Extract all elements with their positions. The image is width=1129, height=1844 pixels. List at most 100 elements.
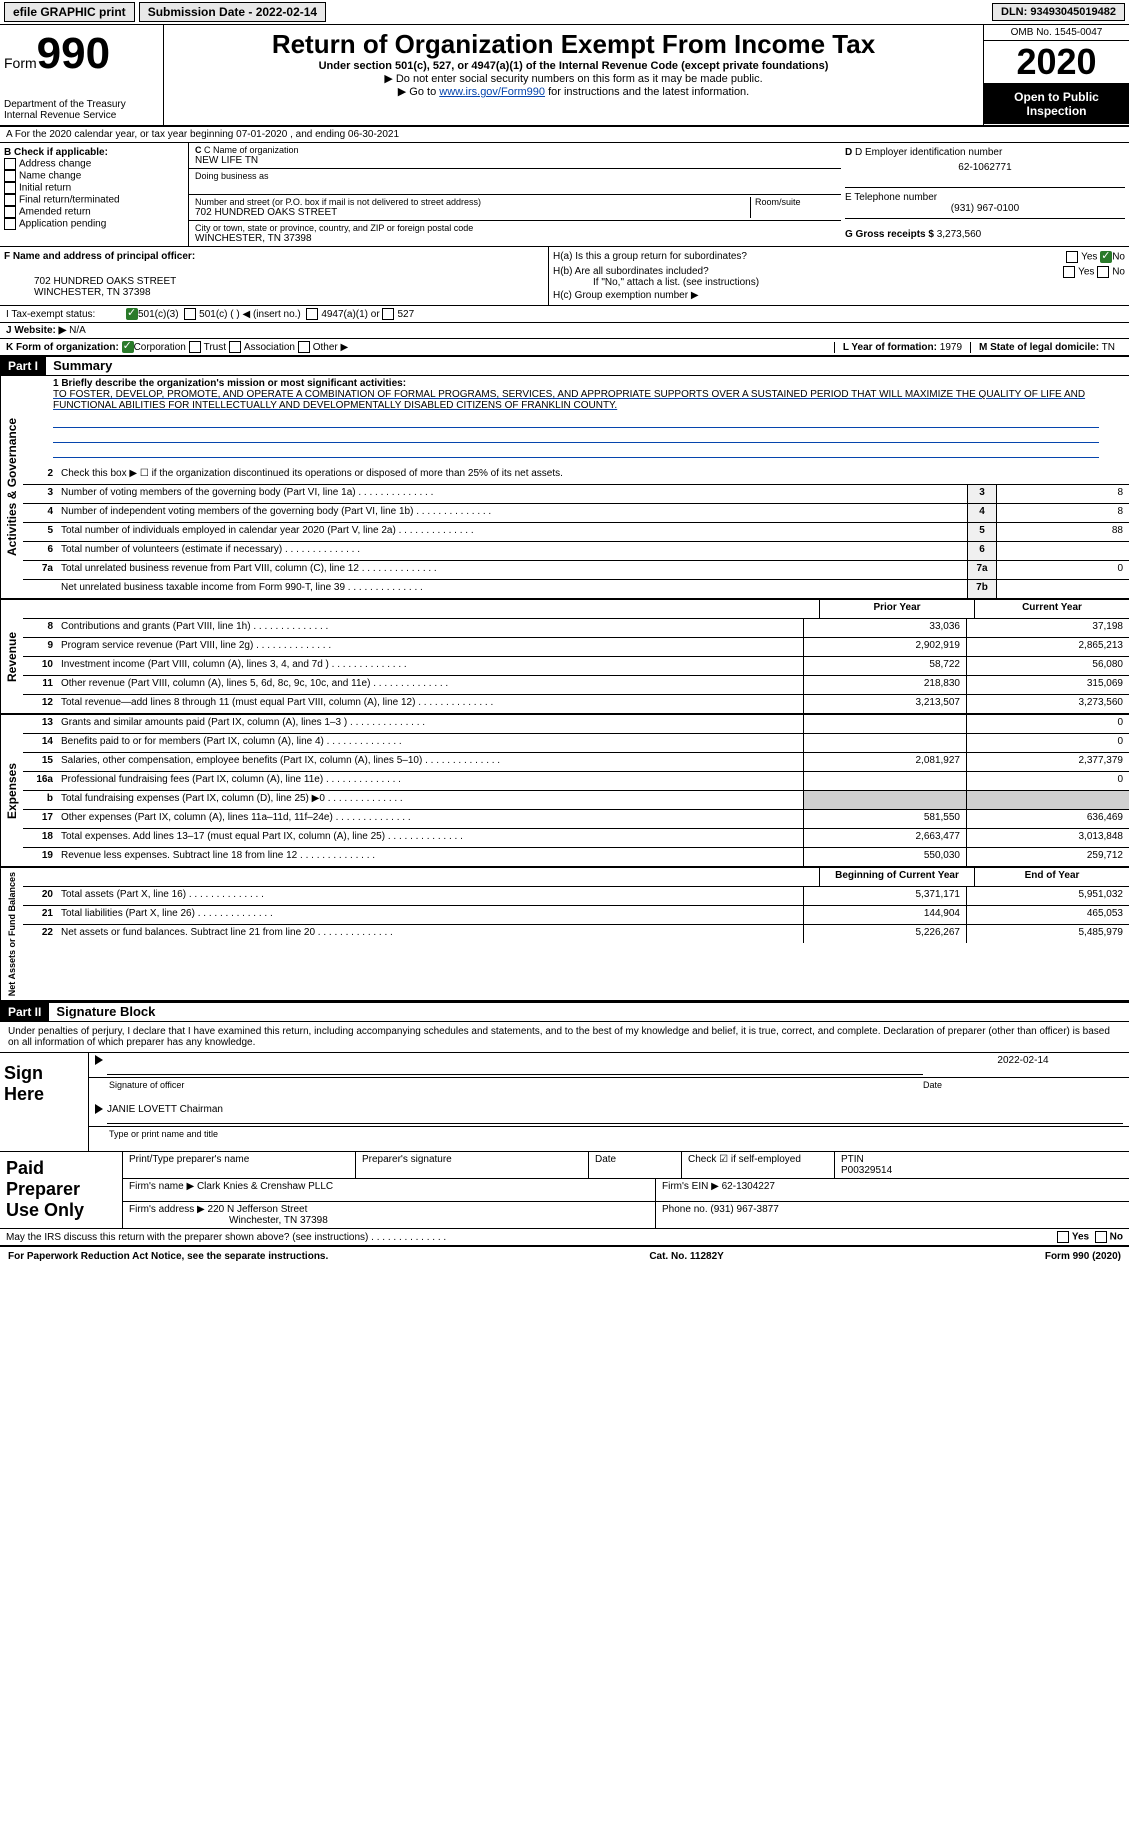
ptin: P00329514	[841, 1165, 892, 1176]
part1-badge: Part I	[0, 357, 46, 375]
part1-title: Summary	[49, 358, 112, 373]
date-label: Date	[923, 1080, 1123, 1100]
name-label: C Name of organization	[204, 145, 299, 155]
note-ssn: ▶ Do not enter social security numbers o…	[174, 72, 973, 85]
checkbox-item[interactable]: Amended return	[4, 206, 184, 218]
box-f: F Name and address of principal officer:…	[0, 247, 549, 305]
table-row: 18Total expenses. Add lines 13–17 (must …	[23, 829, 1129, 848]
discuss-row: May the IRS discuss this return with the…	[0, 1228, 1129, 1246]
box-h: H(a) Is this a group return for subordin…	[549, 247, 1129, 305]
top-bar: efile GRAPHIC print Submission Date - 20…	[0, 0, 1129, 25]
table-row: 15Salaries, other compensation, employee…	[23, 753, 1129, 772]
hc-label: H(c) Group exemption number ▶	[553, 290, 1125, 301]
ein-label: D Employer identification number	[855, 147, 1002, 158]
note2-pre: ▶ Go to	[398, 86, 439, 98]
triangle-icon	[95, 1055, 103, 1065]
paperwork-notice: For Paperwork Reduction Act Notice, see …	[8, 1251, 328, 1262]
tax-exempt-label: I Tax-exempt status:	[6, 309, 126, 320]
year-formation: 1979	[940, 342, 962, 353]
firm-city: Winchester, TN 37398	[229, 1215, 328, 1226]
header-center: Return of Organization Exempt From Incom…	[164, 25, 983, 125]
room-label: Room/suite	[755, 197, 835, 207]
firm-addr: 220 N Jefferson Street	[208, 1204, 308, 1215]
table-row: 22Net assets or fund balances. Subtract …	[23, 925, 1129, 943]
city: WINCHESTER, TN 37398	[195, 233, 835, 244]
part1-header: Part I Summary	[0, 356, 1129, 376]
triangle-icon	[95, 1104, 103, 1114]
phone: (931) 967-0100	[845, 203, 1125, 214]
checkbox-item[interactable]: Final return/terminated	[4, 194, 184, 206]
side-net: Net Assets or Fund Balances	[0, 868, 23, 1000]
table-row: 17Other expenses (Part IX, column (A), l…	[23, 810, 1129, 829]
part2-title: Signature Block	[52, 1004, 155, 1019]
checkbox-item[interactable]: Initial return	[4, 182, 184, 194]
table-row: 4Number of independent voting members of…	[23, 504, 1129, 523]
table-row: 11Other revenue (Part VIII, column (A), …	[23, 676, 1129, 695]
efile-label: efile GRAPHIC print	[4, 2, 135, 22]
paid-label: Paid Preparer Use Only	[0, 1152, 122, 1228]
box-d: D D Employer identification number 62-10…	[841, 143, 1129, 246]
governance-block: Activities & Governance 1 Briefly descri…	[0, 376, 1129, 600]
ha-no-checked	[1100, 251, 1112, 263]
table-row: 7aTotal unrelated business revenue from …	[23, 561, 1129, 580]
box-b: B Check if applicable: Address changeNam…	[0, 143, 189, 246]
name-title-label: Type or print name and title	[109, 1129, 218, 1149]
hb-note: If "No," attach a list. (see instruction…	[593, 277, 1125, 288]
gross-receipts: 3,273,560	[937, 229, 982, 240]
sign-here-label: Sign Here	[0, 1053, 88, 1151]
irs-link[interactable]: www.irs.gov/Form990	[439, 86, 545, 98]
sig-date: 2022-02-14	[923, 1055, 1123, 1075]
side-expenses: Expenses	[0, 715, 23, 866]
website-value: N/A	[69, 325, 86, 336]
row-j: J Website: ▶ N/A	[0, 323, 1129, 339]
discuss-label: May the IRS discuss this return with the…	[6, 1232, 446, 1243]
prep-date-label: Date	[588, 1152, 681, 1178]
501c3-checked	[126, 308, 138, 320]
table-row: 16aProfessional fundraising fees (Part I…	[23, 772, 1129, 791]
checkbox-item[interactable]: Address change	[4, 158, 184, 170]
box-c: C C Name of organization NEW LIFE TN Doi…	[189, 143, 841, 246]
table-row: 2Check this box ▶ ☐ if the organization …	[23, 466, 1129, 485]
officer-addr1: 702 HUNDRED OAKS STREET	[34, 276, 544, 287]
table-row: 5Total number of individuals employed in…	[23, 523, 1129, 542]
form-number: 990	[37, 29, 110, 78]
open-to-public: Open to Public Inspection	[984, 84, 1129, 124]
table-row: bTotal fundraising expenses (Part IX, co…	[23, 791, 1129, 810]
table-row: 12Total revenue—add lines 8 through 11 (…	[23, 695, 1129, 713]
officer-addr2: WINCHESTER, TN 37398	[34, 287, 544, 298]
street: 702 HUNDRED OAKS STREET	[195, 207, 750, 218]
row-i: I Tax-exempt status: 501(c)(3) 501(c) ( …	[0, 306, 1129, 323]
tax-year: 2020	[984, 41, 1129, 84]
ein: 62-1062771	[845, 162, 1125, 173]
box-f-label: F Name and address of principal officer:	[4, 251, 195, 262]
side-revenue: Revenue	[0, 600, 23, 713]
net-assets-block: Net Assets or Fund Balances Beginning of…	[0, 868, 1129, 1002]
firm-ein: 62-1304227	[722, 1181, 775, 1192]
section-fh: F Name and address of principal officer:…	[0, 247, 1129, 306]
ha-label: H(a) Is this a group return for subordin…	[553, 251, 747, 262]
firm-phone: (931) 967-3877	[710, 1204, 778, 1215]
cat-no: Cat. No. 11282Y	[649, 1251, 723, 1262]
phone-label: E Telephone number	[845, 192, 937, 203]
org-name: NEW LIFE TN	[195, 155, 835, 166]
table-row: 20Total assets (Part X, line 16)5,371,17…	[23, 887, 1129, 906]
page-footer: For Paperwork Reduction Act Notice, see …	[0, 1246, 1129, 1266]
checkbox-item[interactable]: Application pending	[4, 218, 184, 230]
hb-label: H(b) Are all subordinates included?	[553, 266, 709, 277]
penalty-text: Under penalties of perjury, I declare th…	[0, 1022, 1129, 1052]
row-a: A For the 2020 calendar year, or tax yea…	[0, 127, 1129, 143]
firm-name: Clark Knies & Crenshaw PLLC	[197, 1181, 333, 1192]
current-year-hdr: Current Year	[974, 600, 1129, 618]
omb-number: OMB No. 1545-0047	[984, 25, 1129, 41]
table-row: 10Investment income (Part VIII, column (…	[23, 657, 1129, 676]
box-b-label: B Check if applicable:	[4, 147, 108, 158]
corp-checked	[122, 341, 134, 353]
paid-preparer-row: Paid Preparer Use Only Print/Type prepar…	[0, 1151, 1129, 1228]
begin-year-hdr: Beginning of Current Year	[819, 868, 974, 886]
table-row: 14Benefits paid to or for members (Part …	[23, 734, 1129, 753]
checkbox-item[interactable]: Name change	[4, 170, 184, 182]
mission-text: TO FOSTER, DEVELOP, PROMOTE, AND OPERATE…	[53, 389, 1085, 411]
form-org-label: K Form of organization:	[6, 342, 119, 353]
table-row: 9Program service revenue (Part VIII, lin…	[23, 638, 1129, 657]
form-header: Form990 Department of the Treasury Inter…	[0, 25, 1129, 127]
